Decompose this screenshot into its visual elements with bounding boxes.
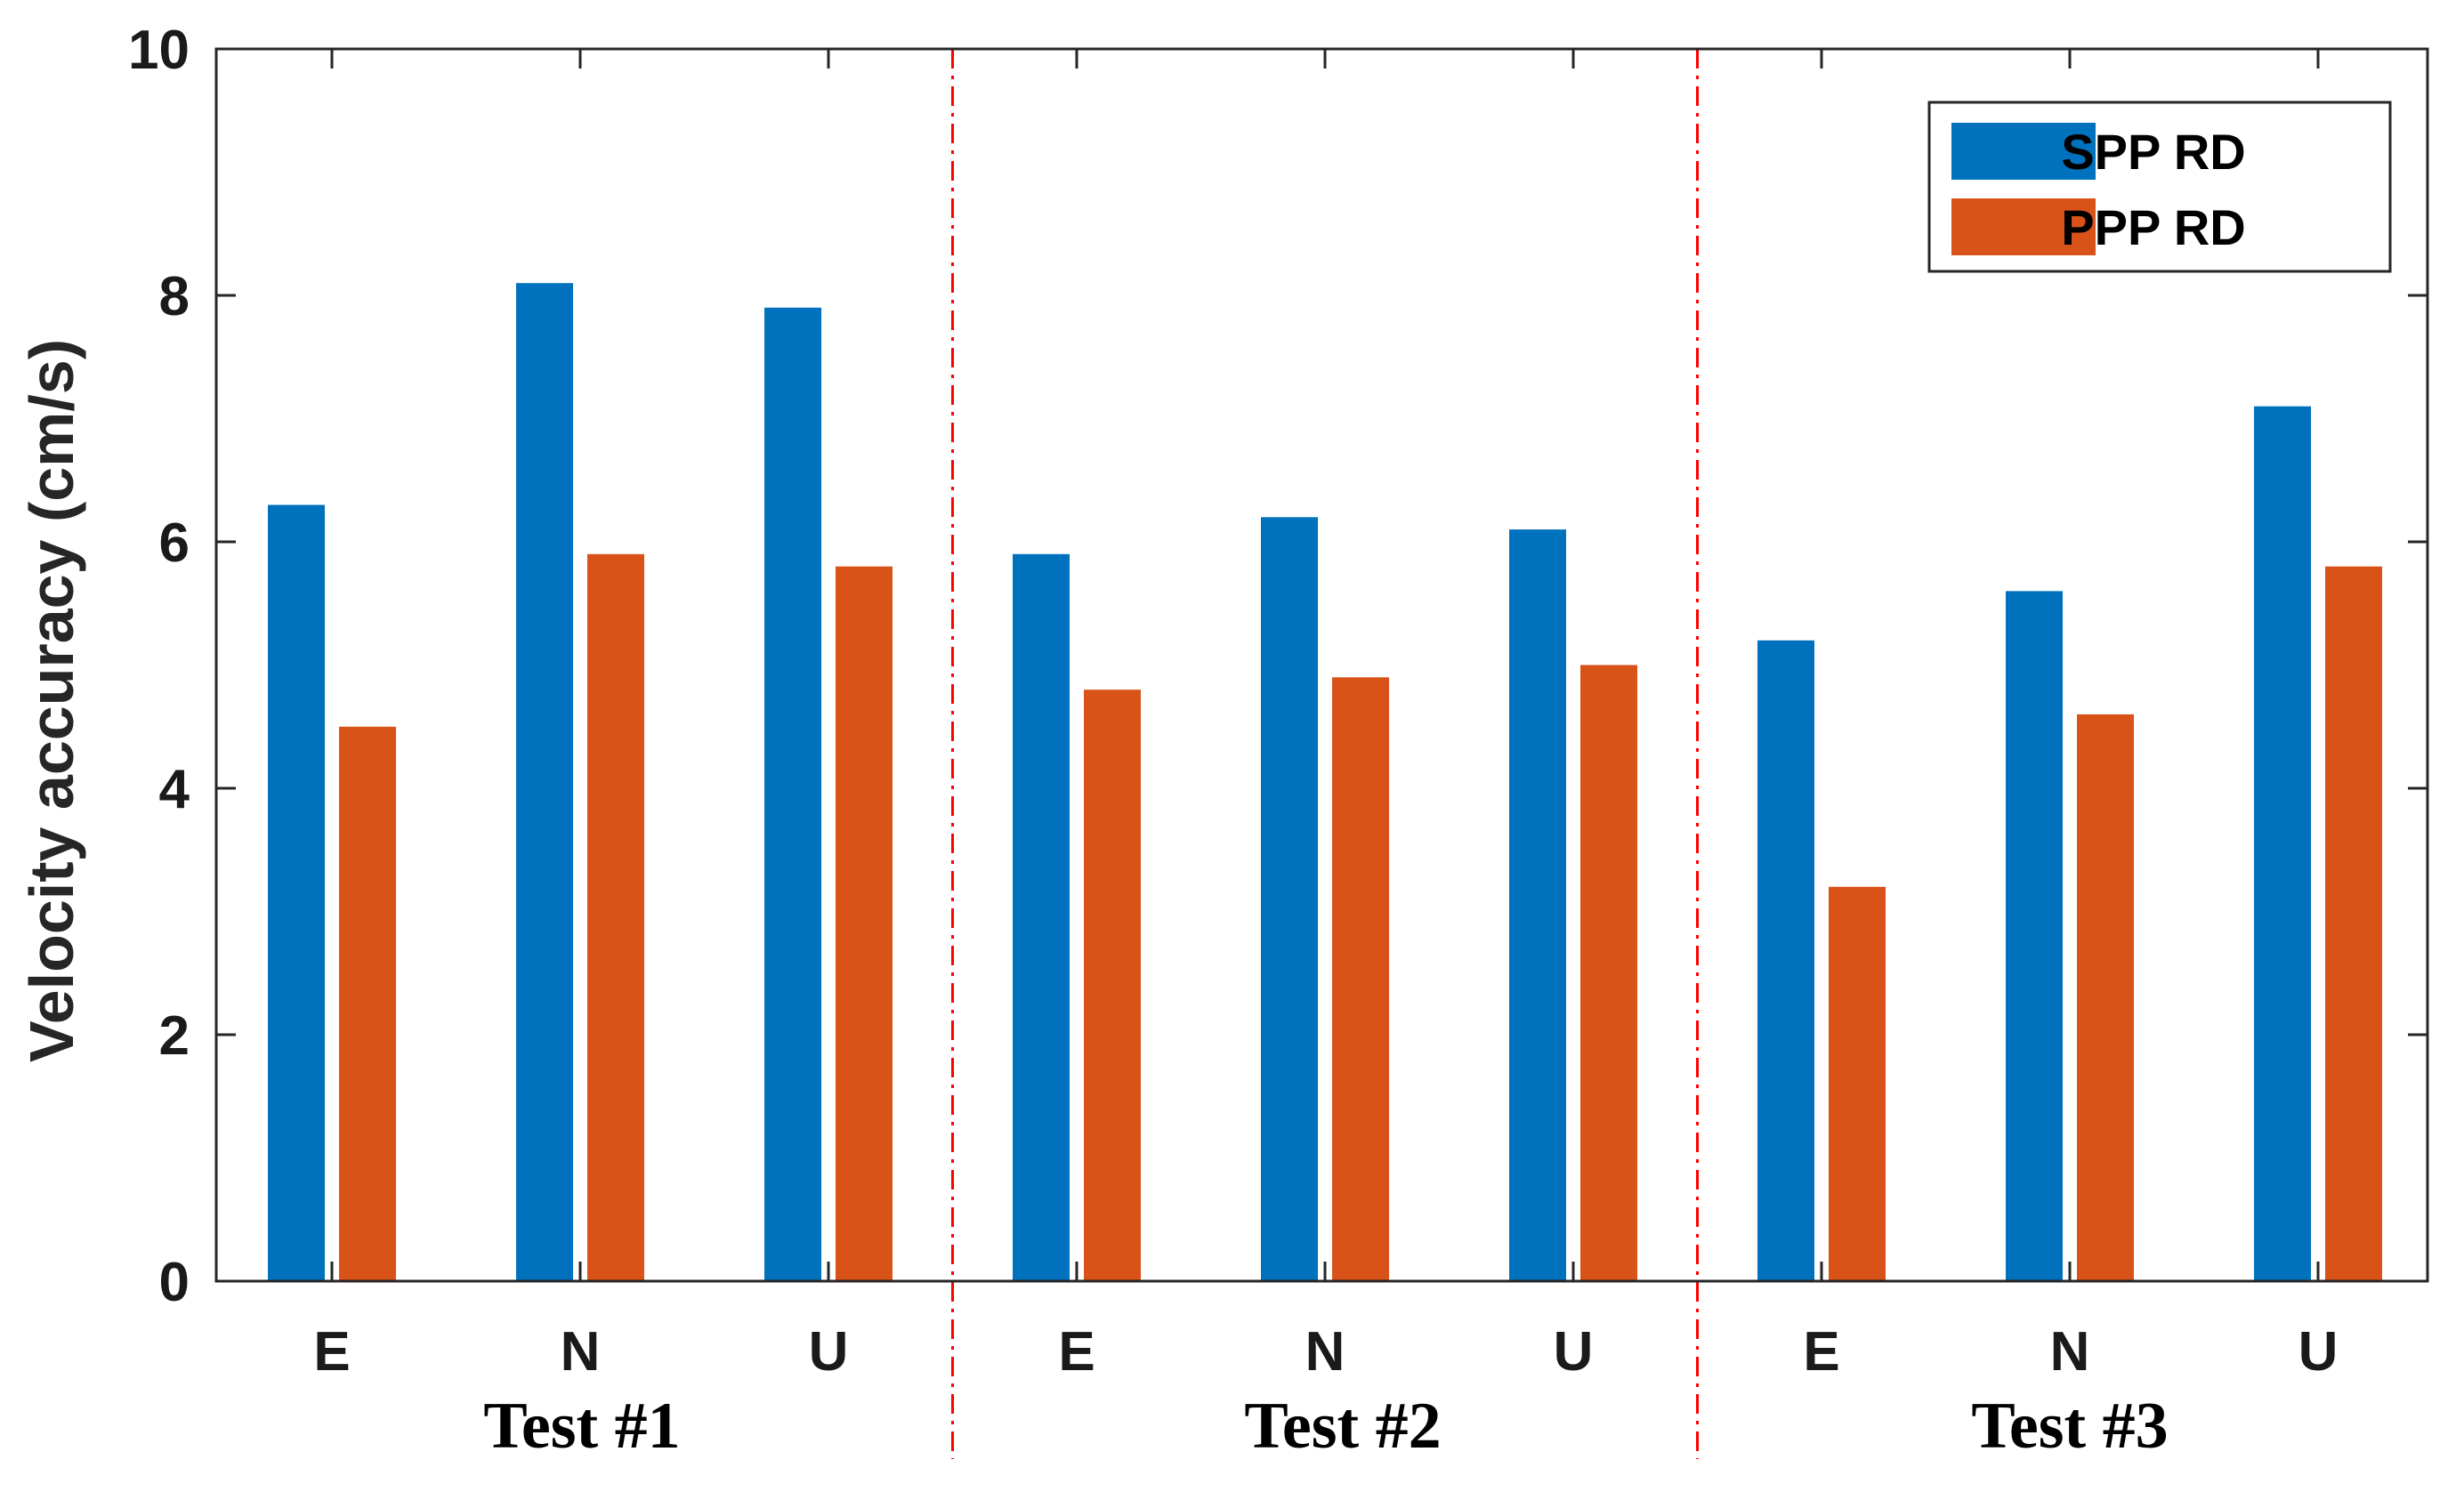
x-tick-label-6: E [1803,1321,1839,1383]
bar-spp-rd-7 [2006,591,2063,1281]
bar-ppp-rd-0 [339,726,396,1282]
x-tick-label-1: N [561,1321,601,1383]
plot-frame [214,47,2429,1283]
bar-ppp-rd-6 [1829,886,1886,1281]
bar-ppp-rd-2 [836,566,893,1281]
legend-swatch-spp-rd [1951,123,2096,180]
group-label-2: Test #2 [1244,1390,1441,1463]
bar-spp-rd-5 [1509,529,1566,1281]
bar-ppp-rd-1 [587,553,644,1281]
bar-spp-rd-4 [1261,517,1318,1281]
bar-spp-rd-0 [268,504,325,1281]
y-axis-label: Velocity accuracy (cm/s) [17,339,86,1062]
y-tick-label-8: 8 [159,266,190,327]
bar-spp-rd-2 [764,307,821,1281]
axes [214,47,2429,1283]
bar-spp-rd-1 [516,283,573,1282]
group-label-1: Test #1 [483,1390,680,1463]
bar-ppp-rd-8 [2325,566,2382,1281]
x-tick-label-8: U [2298,1321,2339,1383]
legend-swatch-ppp-rd [1951,198,2096,255]
y-tick-label-10: 10 [128,20,190,81]
bar-ppp-rd-7 [2077,714,2134,1281]
group-separators [951,49,1699,1459]
bar-spp-rd-6 [1757,640,1814,1281]
group-label-3: Test #3 [1971,1390,2168,1463]
legend: SPP RD PPP RD [1927,101,2392,273]
y-tick-label-6: 6 [159,512,190,574]
bar-ppp-rd-4 [1332,677,1389,1281]
legend-label-ppp-rd: PPP RD [2061,199,2245,255]
y-tick-label-2: 2 [159,1005,190,1067]
x-tick-label-3: E [1058,1321,1095,1383]
axis-labels: 0 2 4 6 8 10 E N U E N U E N U Test #1 Test #2 Test #3 Vel… [17,20,2338,1463]
legend-label-spp-rd: SPP RD [2061,124,2245,180]
x-tick-label-4: N [1305,1321,1345,1383]
x-tick-label-5: U [1554,1321,1594,1383]
x-tick-label-2: U [809,1321,849,1383]
x-tick-label-0: E [313,1321,350,1383]
x-tick-label-7: N [2050,1321,2090,1383]
y-tick-label-4: 4 [159,759,190,820]
bar-ppp-rd-3 [1084,690,1141,1281]
y-tick-label-0: 0 [159,1252,190,1313]
bar-spp-rd-8 [2254,406,2311,1281]
bars-layer [268,283,2382,1282]
bar-ppp-rd-5 [1580,665,1637,1281]
bar-spp-rd-3 [1013,553,1070,1281]
